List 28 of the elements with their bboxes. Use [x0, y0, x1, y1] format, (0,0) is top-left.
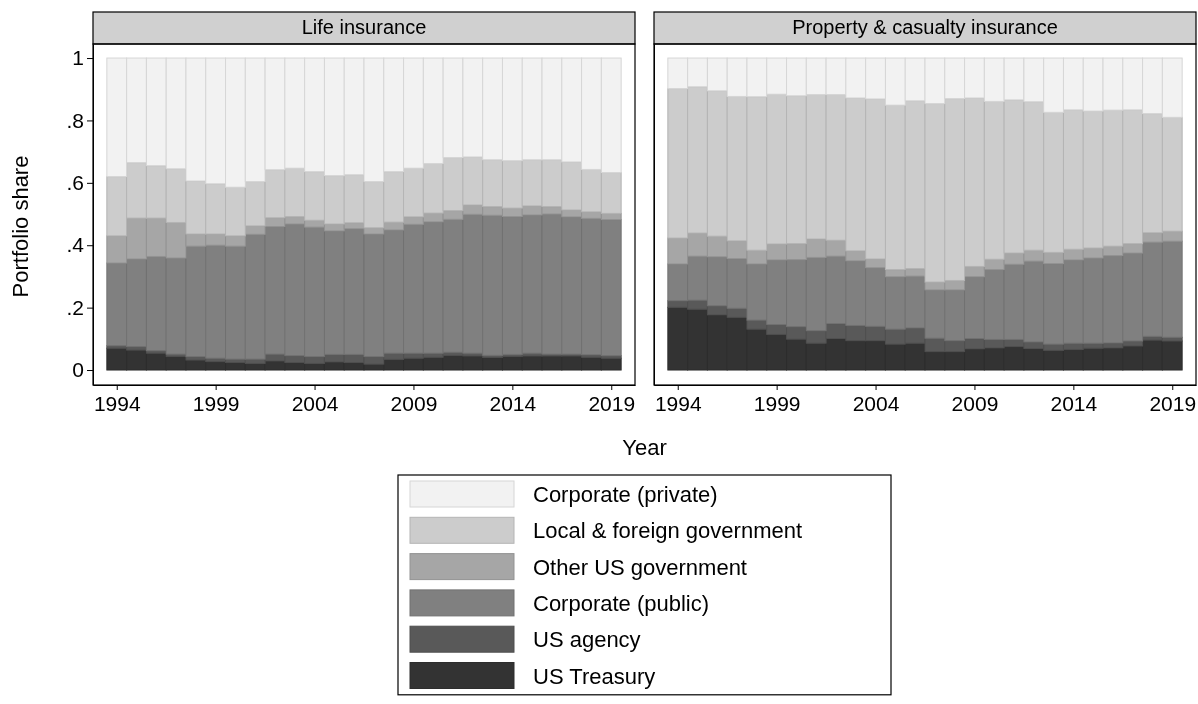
legend-label: US agency: [533, 627, 641, 653]
legend-label: Local & foreign government: [533, 518, 803, 544]
chart-title: Life insurance: [301, 16, 427, 38]
legend-label: US Treasury: [533, 663, 656, 689]
x-tick-label: 1999: [192, 391, 240, 415]
x-tick-label: 2014: [1050, 391, 1098, 415]
x-tick-label: 2009: [390, 391, 438, 415]
y-tick-label: 1: [72, 46, 84, 70]
x-tick-label: 2009: [951, 391, 999, 415]
x-tick-label: 2004: [852, 391, 900, 415]
x-tick-label: 2019: [588, 391, 636, 415]
legend-label: Corporate (public): [533, 590, 710, 616]
x-tick-label: 2019: [1149, 391, 1197, 415]
chart-title: Property & casualty insurance: [792, 16, 1058, 38]
x-tick-label: 2014: [489, 391, 537, 415]
x-tick-label: 2004: [291, 391, 339, 415]
y-tick-label: .2: [66, 295, 84, 319]
legend-label: Corporate (private): [533, 482, 718, 507]
x-tick-label: 1994: [654, 391, 702, 415]
y-tick-label: 0: [72, 358, 84, 382]
y-tick-label: .8: [66, 108, 84, 132]
y-tick-label: .6: [66, 171, 84, 195]
legend-label: Other US government: [533, 554, 747, 580]
x-axis-title: Year: [622, 435, 667, 460]
x-tick-label: 1999: [753, 391, 801, 415]
y-tick-label: .4: [66, 233, 85, 257]
y-axis-title: Portfolio share: [8, 155, 33, 298]
x-tick-label: 1994: [93, 391, 141, 415]
